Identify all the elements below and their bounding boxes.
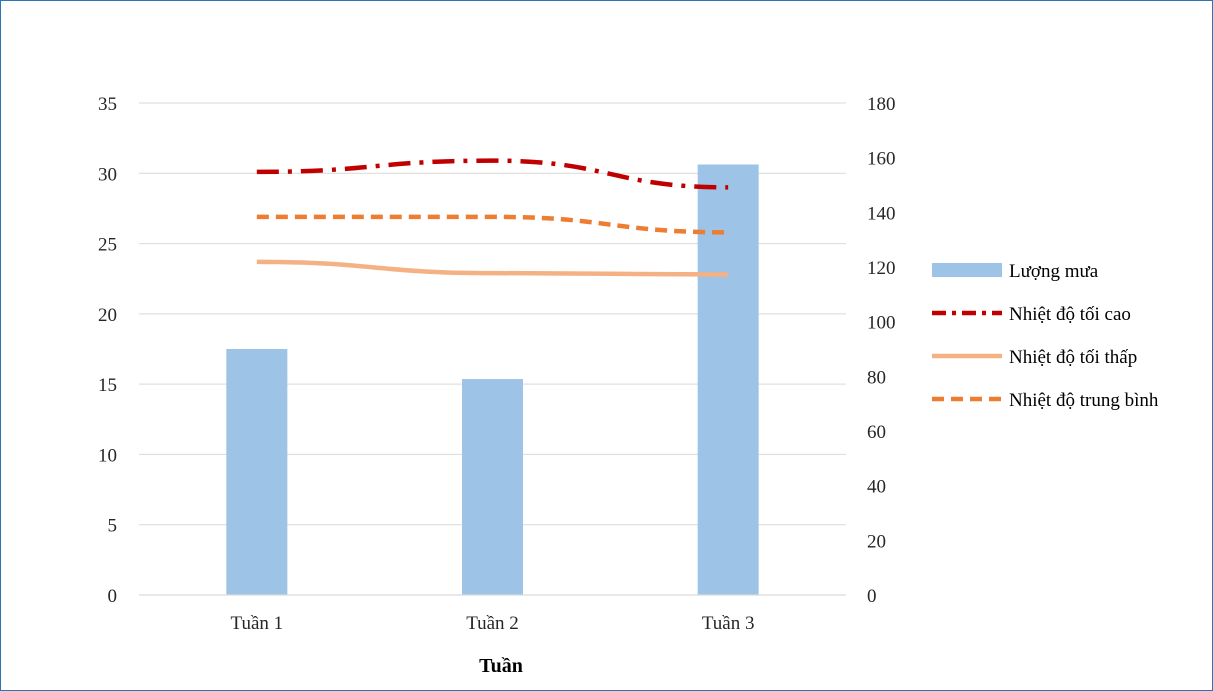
y-left-tick-label: 15	[98, 375, 117, 396]
axes: 0 5 10 15 20 25 30 35 0 20 40 60 80 100 120 140 160 180 Tu…	[98, 94, 896, 634]
legend-item: Lượng mưa	[932, 261, 1099, 282]
bar-lượng-mưa	[462, 379, 523, 595]
legend-label: Nhiệt độ trung bình	[1009, 390, 1159, 411]
line-2	[256, 259, 729, 277]
y-right-tick-label: 60	[867, 422, 886, 443]
y-left-tick-label: 35	[98, 94, 117, 115]
legend-label: Nhiệt độ tối thấp	[1009, 347, 1137, 368]
y-right-tick-label: 40	[867, 477, 886, 498]
x-tick-label: Tuần 2	[466, 613, 519, 634]
y-left-tick-label: 30	[98, 164, 117, 185]
bar-lượng-mưa	[697, 164, 759, 595]
y-right-tick-label: 160	[867, 149, 896, 170]
y-right-tick-label: 20	[867, 531, 886, 552]
y-left-tick-label: 0	[108, 586, 118, 607]
y-right-tick-label: 140	[867, 203, 896, 224]
legend-item: Nhiệt độ trung bình	[932, 390, 1159, 411]
y-right-tick-label: 100	[867, 313, 896, 334]
y-right-tick-label: 120	[867, 258, 896, 279]
y-left-tick-label: 20	[98, 305, 117, 326]
legend: Lượng mưa Nhiệt độ tối cao Nhiệt độ tối th…	[932, 261, 1159, 411]
line-1	[256, 158, 729, 190]
line-series	[256, 158, 729, 277]
y-right-tick-label: 180	[867, 94, 896, 115]
x-axis-title: Tuần	[479, 655, 523, 677]
legend-label: Nhiệt độ tối cao	[1009, 304, 1131, 325]
y-left-tick-label: 10	[98, 445, 117, 466]
legend-item: Nhiệt độ tối thấp	[932, 347, 1137, 368]
bar-lượng-mưa	[226, 349, 288, 595]
legend-label: Lượng mưa	[1009, 261, 1099, 282]
y-right-tick-label: 0	[867, 586, 877, 607]
x-tick-label: Tuần 1	[231, 613, 284, 634]
y-right-tick-label: 80	[867, 367, 886, 388]
legend-swatch	[932, 263, 1002, 277]
x-tick-label: Tuần 3	[702, 613, 755, 634]
bar-series	[226, 164, 759, 595]
y-left-tick-label: 25	[98, 235, 117, 256]
legend-item: Nhiệt độ tối cao	[932, 304, 1131, 325]
line-3	[256, 214, 729, 235]
y-left-tick-label: 5	[108, 516, 118, 537]
